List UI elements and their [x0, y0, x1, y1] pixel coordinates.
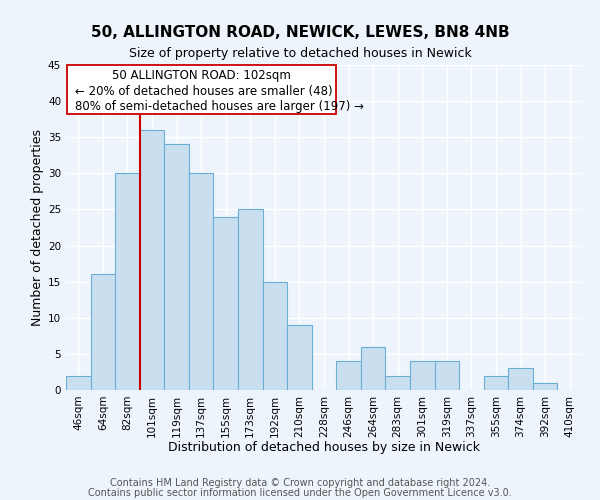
Y-axis label: Number of detached properties: Number of detached properties [31, 129, 44, 326]
Bar [140, 130, 164, 390]
Text: 80% of semi-detached houses are larger (197) →: 80% of semi-detached houses are larger (… [74, 100, 364, 112]
FancyBboxPatch shape [67, 65, 336, 114]
Text: 50, ALLINGTON ROAD, NEWICK, LEWES, BN8 4NB: 50, ALLINGTON ROAD, NEWICK, LEWES, BN8 4… [91, 25, 509, 40]
Bar [508, 368, 533, 390]
Bar [214, 216, 238, 390]
Text: 50 ALLINGTON ROAD: 102sqm: 50 ALLINGTON ROAD: 102sqm [112, 70, 291, 82]
Bar [91, 274, 115, 390]
Bar [263, 282, 287, 390]
Text: Contains public sector information licensed under the Open Government Licence v3: Contains public sector information licen… [88, 488, 512, 498]
X-axis label: Distribution of detached houses by size in Newick: Distribution of detached houses by size … [168, 441, 480, 454]
Bar [238, 210, 263, 390]
Bar [164, 144, 189, 390]
Bar [336, 361, 361, 390]
Bar [66, 376, 91, 390]
Bar [189, 174, 214, 390]
Bar [287, 325, 312, 390]
Bar [484, 376, 508, 390]
Bar [410, 361, 434, 390]
Bar [361, 346, 385, 390]
Text: Size of property relative to detached houses in Newick: Size of property relative to detached ho… [128, 48, 472, 60]
Bar [533, 383, 557, 390]
Bar [434, 361, 459, 390]
Text: Contains HM Land Registry data © Crown copyright and database right 2024.: Contains HM Land Registry data © Crown c… [110, 478, 490, 488]
Bar [115, 174, 140, 390]
Text: ← 20% of detached houses are smaller (48): ← 20% of detached houses are smaller (48… [74, 84, 332, 98]
Bar [385, 376, 410, 390]
